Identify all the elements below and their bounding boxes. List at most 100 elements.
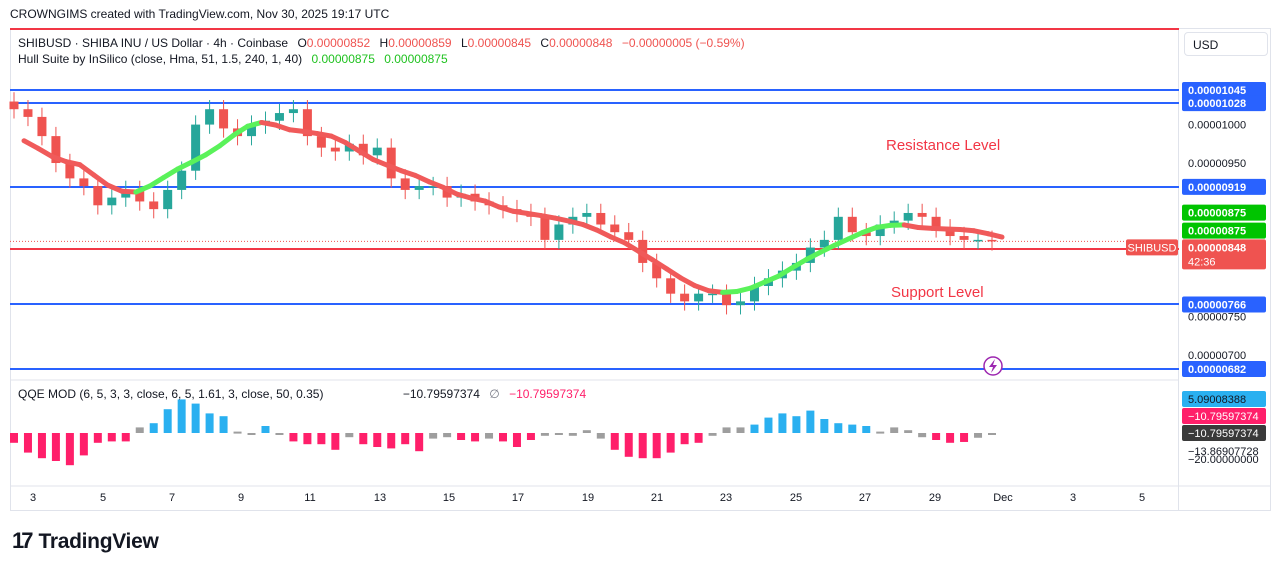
price-axis: 0.00001000 0.00000950 0.00000750 0.00000700 bbox=[1188, 120, 1246, 363]
candle-body bbox=[959, 236, 969, 240]
level-badge-label: 0.00000919 bbox=[1188, 182, 1246, 194]
qqe-bar bbox=[918, 433, 927, 438]
candle-body bbox=[610, 224, 620, 233]
open-value: 0.00000852 bbox=[306, 36, 371, 50]
qqe-bar bbox=[51, 433, 60, 461]
hull-segment bbox=[650, 257, 670, 272]
level-badge-label: 0.00001045 bbox=[1188, 85, 1246, 97]
candle-body bbox=[274, 113, 284, 121]
hull-segment bbox=[384, 162, 404, 174]
candle-body bbox=[330, 147, 340, 152]
qqe-axis-badge bbox=[1182, 408, 1266, 424]
hull-segment bbox=[789, 257, 809, 271]
close-value: 0.00000848 bbox=[549, 36, 613, 50]
candle-body bbox=[386, 147, 396, 179]
hull-segment bbox=[77, 162, 97, 178]
candle-body bbox=[889, 220, 899, 225]
qqe-axis-label: 5.09008388 bbox=[1188, 394, 1246, 406]
qqe-bar bbox=[974, 433, 983, 438]
hull-segment bbox=[622, 240, 642, 254]
qqe-bar bbox=[680, 433, 689, 445]
qqe-bar bbox=[806, 410, 815, 433]
candle-body bbox=[666, 278, 676, 294]
candle-body bbox=[945, 228, 955, 237]
x-tick-label: 27 bbox=[859, 492, 871, 504]
currency-button[interactable]: USD bbox=[1184, 32, 1268, 56]
price-badge bbox=[1182, 222, 1266, 239]
qqe-legend[interactable]: QQE MOD (6, 5, 3, 3, close, 6, 5, 1.61, … bbox=[18, 387, 586, 401]
qqe-bar bbox=[778, 413, 787, 433]
hull-segment bbox=[21, 138, 41, 151]
hull-segment bbox=[748, 279, 767, 291]
candle-body bbox=[736, 301, 746, 306]
candle-body bbox=[624, 232, 634, 240]
x-tick-label: 7 bbox=[169, 492, 175, 504]
price-badge bbox=[1182, 204, 1266, 221]
hull-segment bbox=[35, 145, 55, 159]
tradingview-logo: 17 TradingView bbox=[12, 528, 159, 554]
price-axis-labels: 5.09008388 −10.79597374 −10.79597374 −13.86… bbox=[1126, 82, 1266, 466]
candle-body bbox=[428, 186, 438, 188]
qqe-bar bbox=[666, 433, 675, 453]
qqe-bar bbox=[792, 416, 801, 433]
hull-segment bbox=[412, 172, 432, 185]
symbol-tag bbox=[1126, 239, 1178, 256]
qqe-bar bbox=[890, 427, 899, 433]
hull-segment bbox=[426, 179, 446, 190]
symbol-legend[interactable]: SHIBUSD · SHIBA INU / US Dollar · 4h · C… bbox=[18, 36, 745, 50]
hull-legend[interactable]: Hull Suite by InSilico (close, Hma, 51, … bbox=[18, 52, 448, 66]
qqe-bar bbox=[93, 433, 102, 443]
hull-segment bbox=[203, 143, 223, 158]
hull-segment bbox=[370, 157, 390, 168]
qqe-bar bbox=[862, 426, 871, 433]
qqe-bar bbox=[303, 433, 312, 445]
qqe-bar bbox=[163, 409, 172, 433]
y-tick-label: 0.00000950 bbox=[1188, 158, 1246, 170]
hull-segment bbox=[189, 152, 209, 165]
candle-body bbox=[833, 216, 843, 240]
candle-body bbox=[65, 163, 75, 179]
resistance-label: Resistance Level bbox=[886, 137, 1001, 154]
qqe-bar bbox=[820, 419, 829, 433]
hull-segment bbox=[175, 159, 195, 172]
candle-body bbox=[107, 197, 117, 206]
qqe-bar bbox=[331, 433, 340, 450]
candle-body bbox=[680, 293, 690, 302]
x-tick-label: 21 bbox=[651, 492, 663, 504]
candle-body bbox=[149, 201, 159, 210]
qqe-axis-badge bbox=[1182, 425, 1266, 441]
qqe-value-2: −10.79597374 bbox=[509, 387, 587, 401]
candle-body bbox=[917, 212, 927, 217]
lightning-alert-icon[interactable] bbox=[983, 356, 1003, 376]
candle-body bbox=[540, 216, 550, 240]
candle-body bbox=[23, 109, 33, 117]
hull-segment bbox=[133, 183, 153, 195]
candle-body bbox=[51, 136, 61, 164]
qqe-axis-label: −20.00000000 bbox=[1188, 454, 1259, 466]
level-badge bbox=[1182, 361, 1266, 377]
qqe-bar bbox=[526, 433, 535, 440]
symbol-tag-label: SHIBUSD bbox=[1128, 242, 1177, 254]
candle-body bbox=[288, 109, 298, 114]
x-tick-label: 3 bbox=[1070, 492, 1076, 504]
qqe-bar bbox=[23, 433, 32, 453]
x-tick-label: 17 bbox=[512, 492, 524, 504]
qqe-bar bbox=[610, 433, 619, 450]
qqe-axis-label: −10.79597374 bbox=[1188, 411, 1259, 423]
qqe-bar bbox=[149, 423, 158, 433]
candle-body bbox=[694, 293, 704, 302]
candle-body bbox=[358, 143, 368, 156]
candle-body bbox=[414, 186, 424, 190]
candlesticks bbox=[9, 92, 997, 315]
horizontal-levels bbox=[10, 28, 1179, 370]
qqe-bar bbox=[107, 433, 116, 442]
candle-body bbox=[177, 170, 187, 190]
candle-body bbox=[247, 124, 257, 137]
change-value: −0.00000005 (−0.59%) bbox=[621, 36, 745, 50]
x-tick-label: 3 bbox=[30, 492, 36, 504]
level-badge-label: 0.00001028 bbox=[1188, 98, 1246, 110]
candle-body bbox=[372, 147, 382, 156]
candle-body bbox=[219, 109, 229, 129]
qqe-bar bbox=[932, 433, 941, 440]
